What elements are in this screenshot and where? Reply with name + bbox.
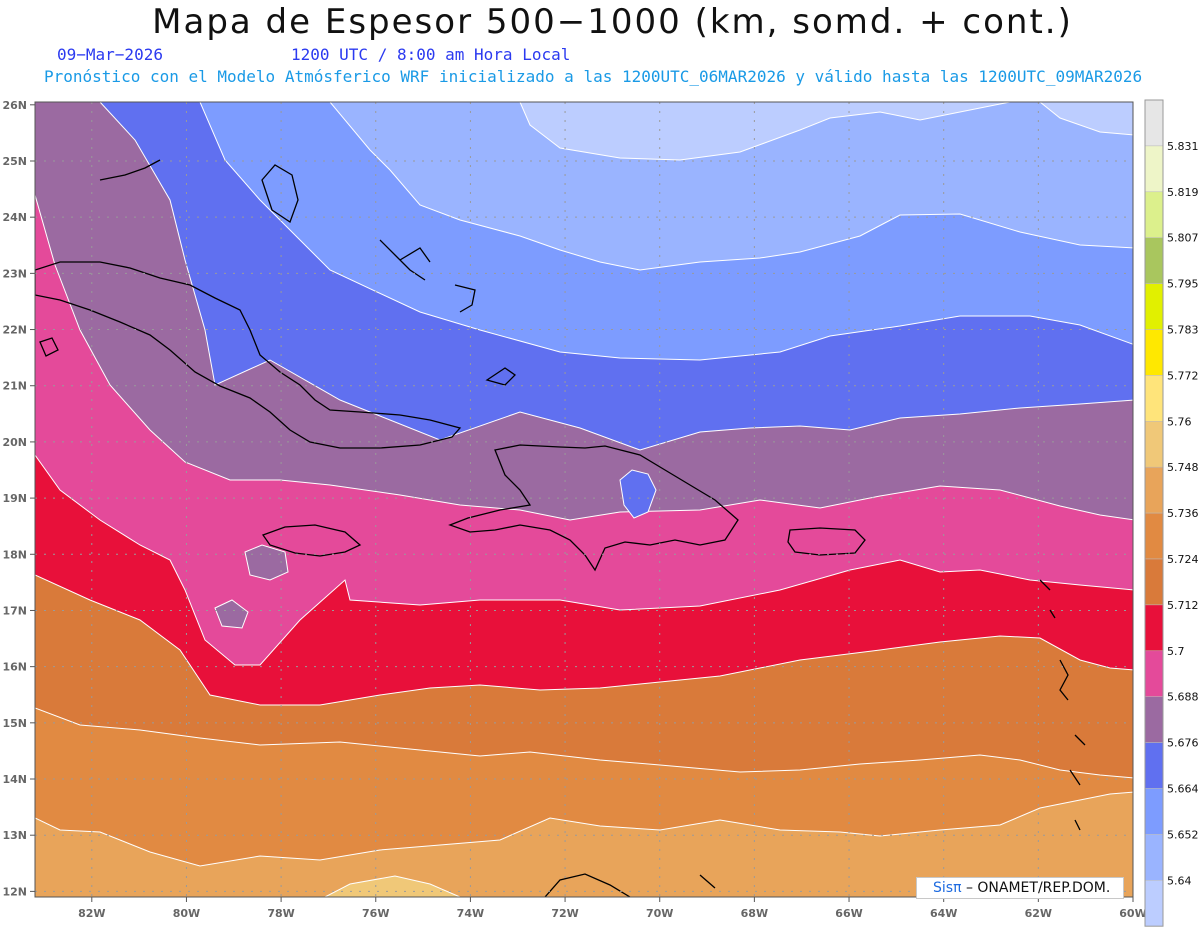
coastlines	[35, 159, 1086, 897]
lat-tick-label: 13N	[2, 829, 27, 842]
valid-date: 09−Mar−2026	[57, 45, 163, 64]
lat-tick-label: 20N	[2, 436, 27, 449]
contour-patch-5676-b	[214, 599, 249, 629]
lon-tick-label: 82W	[78, 907, 105, 920]
lat-tick-label: 25N	[2, 155, 27, 168]
legend-swatch	[1144, 283, 1164, 330]
contour-band-below-5640	[519, 102, 1011, 161]
legend-label: 5.795	[1167, 278, 1199, 291]
coastline-puerto-rico	[787, 527, 866, 556]
coastline-bahamas-b	[379, 239, 426, 281]
legend-label: 5.736	[1167, 507, 1199, 520]
legend-swatch	[1144, 604, 1164, 652]
lon-tick-label: 72W	[551, 907, 578, 920]
forecast-info: Pronóstico con el Modelo Atmósferico WRF…	[44, 67, 1143, 86]
lon-tick-label: 74W	[457, 907, 484, 920]
legend-swatch	[1144, 421, 1164, 468]
legend-label: 5.724	[1167, 553, 1199, 566]
legend-swatch	[1144, 375, 1164, 422]
lat-tick-label: 15N	[2, 717, 27, 730]
legend-label: 5.831	[1167, 140, 1199, 153]
lat-tick-label: 19N	[2, 492, 27, 505]
lon-tick-label: 78W	[267, 907, 294, 920]
contour-band-below-5640-east	[1039, 102, 1133, 136]
coastline-florida-keys	[99, 159, 161, 181]
legend-label: 5.688	[1167, 691, 1199, 704]
contour-patch-5676	[244, 544, 289, 581]
legend-swatch	[1144, 145, 1164, 193]
legend-swatch	[1144, 237, 1164, 284]
coastline-cuba	[35, 261, 462, 449]
legend-label: 5.652	[1167, 828, 1199, 841]
legend-label: 5.676	[1167, 737, 1199, 750]
contour-band-5640	[329, 102, 1133, 271]
legend-swatch	[1144, 696, 1164, 743]
lon-tick-label: 80W	[173, 907, 200, 920]
attribution-text: – ONAMET/REP.DOM.	[961, 880, 1111, 896]
legend-swatch	[1144, 329, 1164, 376]
map-frame	[34, 101, 1134, 898]
legend-swatch	[1144, 191, 1164, 238]
legend-frame	[1144, 99, 1164, 927]
coastline-turks	[485, 367, 517, 386]
legend-swatch	[1144, 880, 1164, 927]
longitude-axis: 82W 80W 78W 76W 74W 72W 70W 68W 66W 64W 62W 60W	[78, 897, 1147, 920]
lon-tick-label: 70W	[646, 907, 673, 920]
lat-tick-label: 22N	[2, 324, 27, 337]
lat-tick-label: 23N	[2, 267, 27, 280]
lat-tick-label: 12N	[2, 885, 27, 898]
legend-swatch	[1144, 788, 1164, 835]
legend-swatch	[1144, 512, 1164, 560]
legend-swatch	[1144, 650, 1164, 697]
lon-tick-label: 60W	[1119, 907, 1146, 920]
contour-patch-5664-hispaniola	[619, 469, 657, 519]
attribution-box: Sisπ – ONAMET/REP.DOM.	[916, 877, 1124, 899]
lat-tick-label: 18N	[2, 548, 27, 561]
legend-label: 5.76	[1167, 415, 1192, 428]
coastline-bahamas-c	[454, 284, 476, 313]
lat-tick-label: 26N	[2, 99, 27, 112]
legend-label: 5.772	[1167, 369, 1199, 382]
coastline-bahamas-d	[399, 247, 431, 263]
lon-tick-label: 68W	[741, 907, 768, 920]
lon-tick-label: 76W	[362, 907, 389, 920]
coastline-hispaniola	[448, 444, 739, 572]
lat-tick-label: 14N	[2, 773, 27, 786]
coastline-bahamas-andros	[261, 164, 299, 223]
legend-swatch	[1144, 466, 1164, 514]
lon-tick-label: 64W	[930, 907, 957, 920]
legend-swatch	[1144, 834, 1164, 881]
legend-label: 5.664	[1167, 783, 1199, 796]
coastline-isla-juventud	[39, 337, 59, 357]
coastline-jamaica	[261, 524, 362, 557]
lat-tick-label: 16N	[2, 661, 27, 674]
legend-swatch	[1144, 558, 1164, 606]
legend-swatch	[1144, 742, 1164, 789]
map-title: Mapa de Espesor 500−1000 (km, somd. + co…	[152, 2, 1073, 42]
coastline-lesser-antilles	[1039, 579, 1086, 831]
contour-band-5748	[324, 875, 461, 897]
coastline-south-america	[544, 873, 716, 897]
graticule	[35, 102, 1133, 897]
lon-tick-label: 66W	[835, 907, 862, 920]
thickness-fill-layer	[35, 102, 1133, 897]
legend-label: 5.748	[1167, 461, 1199, 474]
lat-tick-label: 24N	[2, 211, 27, 224]
legend-label: 5.783	[1167, 324, 1199, 337]
legend-label: 5.819	[1167, 186, 1199, 199]
valid-time: 1200 UTC / 8:00 am Hora Local	[291, 45, 571, 64]
legend-swatch	[1144, 99, 1164, 147]
latitude-axis: 26N 25N 24N 23N 22N 21N 20N 19N 18N 17N 16N 15N 14N 1…	[2, 99, 35, 898]
legend-label: 5.807	[1167, 232, 1199, 245]
lat-tick-label: 21N	[2, 380, 27, 393]
lon-tick-label: 62W	[1025, 907, 1052, 920]
contour-band-5736	[35, 791, 1133, 897]
legend-colorbar: 5.831 5.819 5.807 5.795 5.783 5.772 5.76 5.748 5…	[1144, 99, 1199, 927]
legend-label: 5.712	[1167, 599, 1199, 612]
legend-label: 5.7	[1167, 645, 1185, 658]
lat-tick-label: 17N	[2, 604, 27, 617]
legend-label: 5.64	[1167, 874, 1192, 887]
brand-logo: Sisπ	[933, 880, 962, 896]
